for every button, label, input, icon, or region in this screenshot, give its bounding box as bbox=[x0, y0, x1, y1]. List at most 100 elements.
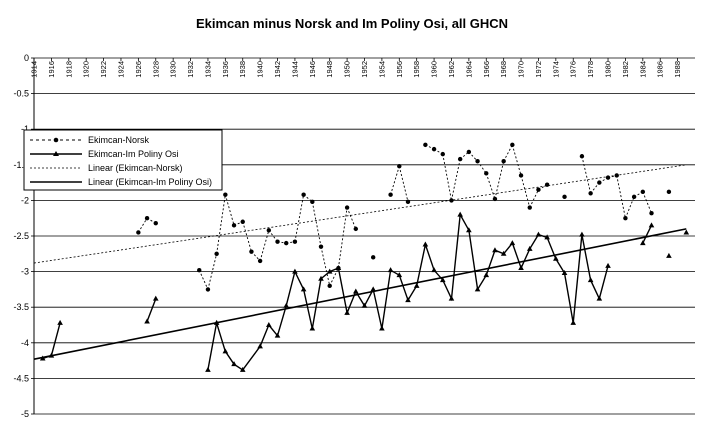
x-tick-label: 1972 bbox=[534, 61, 543, 78]
point-ekimcan-im-poliny-osi bbox=[648, 222, 655, 228]
x-tick-label: 1948 bbox=[325, 61, 334, 78]
series-line-ekimcan-norsk bbox=[198, 269, 209, 290]
series-line-ekimcan-norsk bbox=[346, 207, 357, 230]
point-ekimcan-norsk bbox=[257, 258, 263, 264]
x-tick-label: 1966 bbox=[482, 61, 491, 78]
point-ekimcan-norsk bbox=[440, 151, 445, 157]
point-ekimcan-norsk bbox=[623, 216, 628, 221]
series-line-ekimcan-norsk bbox=[503, 144, 513, 162]
point-ekimcan-norsk bbox=[475, 159, 480, 164]
series-line-ekimcan-norsk bbox=[529, 189, 539, 208]
series-line-ekimcan-norsk bbox=[642, 191, 652, 214]
x-tick-label: 1988 bbox=[673, 61, 682, 78]
x-tick-label: 1958 bbox=[412, 61, 421, 78]
legend-marker-ekimcan-im-poliny-osi bbox=[53, 151, 59, 156]
point-ekimcan-norsk bbox=[640, 189, 646, 195]
point-ekimcan-norsk bbox=[501, 159, 506, 164]
point-ekimcan-norsk bbox=[205, 287, 211, 292]
y-tick-label: -5 bbox=[21, 409, 29, 419]
series-line-ekimcan-norsk bbox=[242, 221, 252, 252]
x-tick-label: 1986 bbox=[656, 61, 665, 78]
x-tick-label: 1960 bbox=[430, 61, 439, 78]
point-ekimcan-im-poliny-osi bbox=[666, 252, 672, 258]
point-ekimcan-norsk bbox=[492, 196, 498, 202]
point-ekimcan-im-poliny-osi bbox=[579, 231, 585, 237]
point-ekimcan-norsk bbox=[423, 142, 428, 148]
point-ekimcan-im-poliny-osi bbox=[213, 319, 220, 325]
series-line-ekimcan-norsk bbox=[216, 194, 226, 254]
x-tick-label: 1968 bbox=[499, 61, 508, 78]
x-tick-label: 1946 bbox=[308, 61, 317, 78]
legend: Ekimcan-Norsk Ekimcan-Im Poliny Osi Line… bbox=[23, 129, 223, 191]
series-group bbox=[39, 142, 690, 372]
series-line-ekimcan-norsk bbox=[442, 154, 452, 201]
series-line-ekimcan-norsk bbox=[485, 173, 496, 200]
x-tick-label: 1936 bbox=[221, 61, 230, 78]
point-ekimcan-norsk bbox=[301, 192, 306, 197]
x-tick-label: 1932 bbox=[186, 61, 195, 78]
point-ekimcan-norsk bbox=[518, 173, 524, 178]
point-ekimcan-norsk bbox=[466, 149, 472, 155]
point-ekimcan-norsk bbox=[449, 198, 454, 203]
x-tick-label: 1976 bbox=[569, 61, 578, 78]
x-tick-label: 1956 bbox=[395, 61, 404, 78]
point-ekimcan-norsk bbox=[153, 220, 158, 226]
x-tick-label: 1978 bbox=[586, 61, 595, 78]
series-line-ekimcan-norsk bbox=[494, 161, 505, 200]
x-tick-label: 1952 bbox=[360, 61, 369, 78]
point-ekimcan-norsk bbox=[562, 194, 567, 200]
legend-label-ekimcan-norsk: Ekimcan-Norsk bbox=[88, 135, 150, 145]
point-ekimcan-norsk bbox=[579, 154, 585, 159]
y-tick-label: -0.5 bbox=[13, 89, 29, 99]
series-line-ekimcan-im-poliny-osi bbox=[42, 322, 61, 360]
y-tick-label: -2.5 bbox=[13, 231, 29, 241]
x-tick-label: 1938 bbox=[238, 61, 247, 78]
x-tick-label: 1930 bbox=[169, 61, 178, 78]
point-ekimcan-im-poliny-osi bbox=[605, 262, 611, 268]
point-ekimcan-norsk bbox=[405, 199, 411, 205]
point-ekimcan-norsk bbox=[484, 171, 489, 176]
x-tick-label: 1954 bbox=[377, 61, 386, 78]
series-line-ekimcan-norsk bbox=[224, 194, 235, 226]
point-ekimcan-norsk bbox=[344, 205, 350, 210]
x-tick-label: 1928 bbox=[151, 61, 160, 78]
y-tick-label: -3 bbox=[21, 267, 29, 277]
legend-marker-ekimcan-norsk bbox=[53, 137, 59, 143]
series-line-ekimcan-norsk bbox=[294, 194, 305, 242]
point-ekimcan-norsk bbox=[214, 251, 219, 256]
series-line-ekimcan-im-poliny-osi bbox=[146, 298, 157, 322]
y-tick-label: -4.5 bbox=[13, 373, 29, 383]
point-ekimcan-norsk bbox=[249, 249, 254, 254]
point-ekimcan-norsk bbox=[544, 182, 550, 187]
x-tick-label: 1934 bbox=[203, 61, 212, 78]
x-tick-label: 1916 bbox=[47, 61, 56, 78]
series-line-ekimcan-im-poliny-osi bbox=[642, 224, 653, 244]
axes bbox=[31, 57, 679, 415]
point-ekimcan-norsk bbox=[666, 189, 672, 195]
x-tick-label: 1940 bbox=[256, 61, 265, 78]
point-ekimcan-norsk bbox=[631, 194, 637, 200]
y-tick-label: -2 bbox=[21, 195, 29, 205]
series-line-ekimcan-norsk bbox=[398, 166, 409, 202]
series-line-ekimcan-norsk bbox=[311, 201, 322, 247]
trend-line-ekimcan-norsk bbox=[33, 164, 687, 264]
x-tick-label: 1984 bbox=[638, 61, 647, 78]
x-tick-labels: 1914 1916 1918 1920 1922 1924 1926 1928 1930 1932… bbox=[30, 61, 683, 78]
x-tick-label: 1944 bbox=[290, 61, 299, 78]
point-ekimcan-norsk bbox=[231, 223, 237, 228]
point-ekimcan-norsk bbox=[318, 244, 324, 249]
x-tick-label: 1924 bbox=[116, 61, 125, 78]
point-ekimcan-norsk bbox=[588, 191, 593, 196]
series-line-ekimcan-norsk bbox=[390, 166, 400, 195]
point-ekimcan-norsk bbox=[197, 267, 202, 273]
point-ekimcan-norsk bbox=[388, 192, 393, 197]
x-tick-label: 1918 bbox=[64, 61, 73, 78]
point-ekimcan-im-poliny-osi bbox=[683, 229, 690, 235]
series-line-ekimcan-norsk bbox=[451, 159, 461, 201]
series-line-ekimcan-norsk bbox=[137, 217, 148, 233]
legend-label-ekimcan-im-poliny-osi: Ekimcan-Im Poliny Osi bbox=[88, 149, 179, 159]
x-tick-label: 1982 bbox=[621, 61, 630, 78]
point-ekimcan-norsk bbox=[136, 230, 141, 235]
point-ekimcan-norsk bbox=[510, 142, 515, 148]
